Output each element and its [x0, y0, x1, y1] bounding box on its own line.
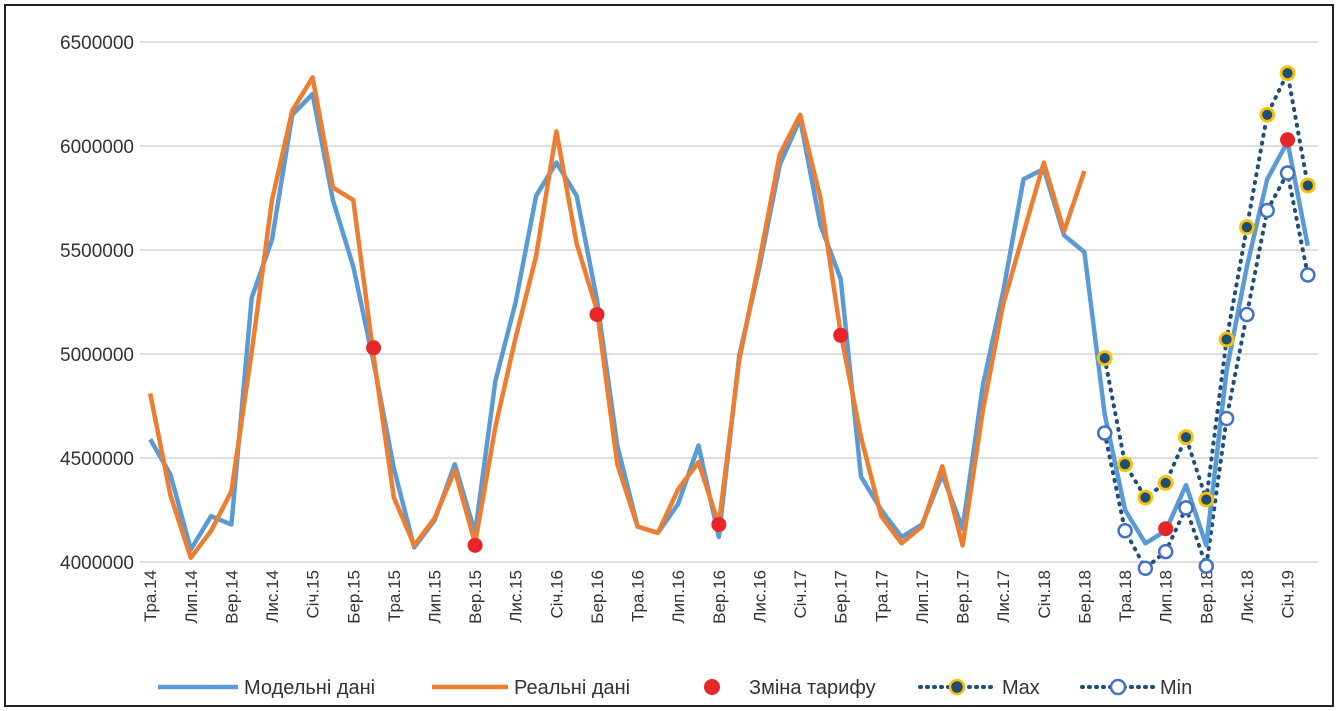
x-tick-label: Тра.17 — [872, 570, 891, 622]
max-point — [1279, 65, 1296, 82]
legend-max-marker — [948, 678, 966, 696]
max-point — [1178, 429, 1194, 446]
x-tick-label: Лип.17 — [913, 570, 932, 624]
tariff-change-point — [467, 537, 483, 553]
min-point — [1279, 165, 1296, 181]
x-tick-label: Лис.16 — [750, 570, 769, 623]
legend-tariff-marker — [704, 679, 720, 695]
legend-real-label: Реальні дані — [514, 677, 630, 699]
tariff-change-point — [1280, 132, 1296, 148]
x-tick-label: Вер.17 — [954, 570, 973, 624]
min-point — [1198, 558, 1215, 574]
x-tick-label: Січ.19 — [1279, 570, 1298, 619]
max-point — [1137, 489, 1154, 506]
x-tick-label: Січ.16 — [547, 570, 566, 619]
x-tick-label: Бер.17 — [832, 570, 851, 624]
x-tick-label: Січ.15 — [304, 570, 323, 619]
min-series-line — [1102, 167, 1310, 564]
x-tick-label: Бер.18 — [1075, 570, 1094, 624]
min-point — [1218, 410, 1235, 427]
x-tick-label: Вер.15 — [466, 570, 485, 624]
x-tick-label: Вер.14 — [222, 570, 241, 624]
x-tick-label: Тра.16 — [629, 570, 648, 622]
x-tick-label: Лип.18 — [1157, 570, 1176, 624]
x-tick-label: Лис.17 — [994, 570, 1013, 623]
y-tick-label: 4500000 — [60, 449, 134, 470]
legend-max-label: Max — [1002, 677, 1040, 699]
y-tick-label: 4000000 — [60, 553, 134, 574]
x-tick-label: Вер.16 — [710, 570, 729, 624]
tariff-change-point — [833, 327, 849, 343]
y-tick-label: 5000000 — [60, 345, 134, 366]
x-tick-label: Лис.15 — [507, 570, 526, 623]
x-tick-label: Лип.14 — [182, 570, 201, 624]
max-point — [1239, 219, 1255, 236]
x-tick-label: Тра.18 — [1116, 570, 1135, 622]
x-axis: Тра.14 Лип.14 Вер.14 Лис.14 Січ.15 Бер.15 Тра.… — [141, 570, 1297, 624]
x-tick-label: Бер.15 — [344, 570, 363, 624]
y-tick-label: 6000000 — [60, 137, 134, 158]
min-point — [1239, 306, 1255, 323]
max-point — [1117, 456, 1133, 473]
x-tick-label: Тра.14 — [141, 570, 160, 622]
y-tick-label: 6500000 — [60, 33, 134, 54]
y-tick-label: 5500000 — [60, 241, 134, 262]
min-point — [1157, 543, 1174, 560]
x-tick-label: Лис.14 — [263, 570, 282, 623]
x-tick-label: Тра.15 — [385, 570, 404, 622]
legend-tariff-label: Зміна тарифу — [749, 677, 876, 699]
legend-min-label: Min — [1160, 677, 1192, 699]
marker-layer — [366, 65, 1316, 576]
chart-frame — [4, 4, 1334, 707]
min-point — [1137, 560, 1154, 576]
real-series-line — [147, 75, 1087, 561]
max-point — [1259, 106, 1276, 123]
x-tick-label: Лип.15 — [426, 570, 445, 624]
max-point — [1299, 177, 1316, 194]
legend-model-label: Модельні дані — [244, 677, 375, 699]
min-point — [1096, 425, 1113, 441]
min-point — [1178, 500, 1194, 516]
tariff-change-point — [589, 306, 605, 322]
x-tick-label: Лис.18 — [1238, 570, 1257, 623]
y-axis: 4000000 4500000 5000000 5500000 6000000 65000… — [60, 33, 134, 574]
x-tick-label: Лип.16 — [669, 570, 688, 624]
tariff-change-point — [1158, 521, 1174, 537]
min-point — [1117, 523, 1133, 539]
x-tick-label: Січ.18 — [1035, 570, 1054, 619]
max-series-line — [1102, 66, 1310, 501]
max-point — [1218, 331, 1235, 348]
tariff-change-point — [366, 340, 382, 356]
min-point — [1259, 202, 1275, 219]
x-tick-label: Вер.18 — [1197, 570, 1216, 624]
legend-min-marker — [1109, 678, 1127, 696]
x-tick-label: Бер.16 — [588, 570, 607, 624]
tariff-change-point — [711, 517, 727, 533]
max-point — [1157, 475, 1174, 491]
series-layer — [147, 66, 1311, 564]
max-point — [1096, 350, 1113, 367]
x-tick-label: Січ.17 — [791, 570, 810, 619]
max-point — [1198, 491, 1215, 508]
legend: Модельні дані Реальні дані Зміна тарифу … — [158, 677, 1192, 699]
min-point — [1300, 267, 1316, 283]
